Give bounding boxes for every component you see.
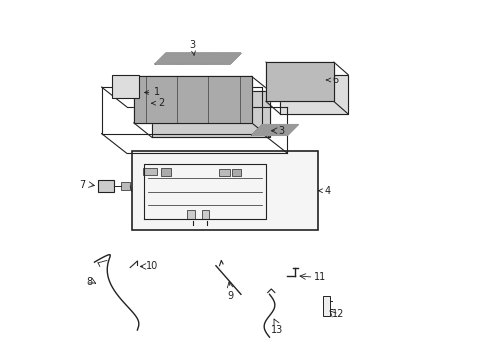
Polygon shape <box>155 53 241 64</box>
Polygon shape <box>265 62 333 102</box>
Text: 2: 2 <box>151 98 164 108</box>
Bar <box>132 152 317 230</box>
Text: 6: 6 <box>325 75 338 85</box>
Text: 13: 13 <box>270 325 282 335</box>
Text: 3: 3 <box>189 40 195 55</box>
Text: 11: 11 <box>313 272 326 282</box>
Text: 5: 5 <box>118 80 124 90</box>
Polygon shape <box>134 76 251 123</box>
Bar <box>98 180 114 192</box>
Polygon shape <box>280 75 347 114</box>
Bar <box>201 210 209 219</box>
Text: 1: 1 <box>144 87 160 98</box>
Bar <box>121 182 130 190</box>
Bar <box>231 169 241 176</box>
Text: 7: 7 <box>79 180 85 190</box>
Bar <box>142 168 157 175</box>
Bar <box>160 168 171 176</box>
Text: 9: 9 <box>227 291 233 301</box>
Bar <box>112 75 139 98</box>
Text: 3: 3 <box>278 126 284 136</box>
Bar <box>323 296 329 316</box>
Text: 8: 8 <box>86 277 93 287</box>
Polygon shape <box>251 125 298 135</box>
Bar <box>187 210 195 219</box>
Text: 12: 12 <box>331 309 344 319</box>
Text: 4: 4 <box>318 186 330 196</box>
Polygon shape <box>151 91 269 137</box>
Bar <box>219 169 230 176</box>
Text: 10: 10 <box>146 261 158 271</box>
